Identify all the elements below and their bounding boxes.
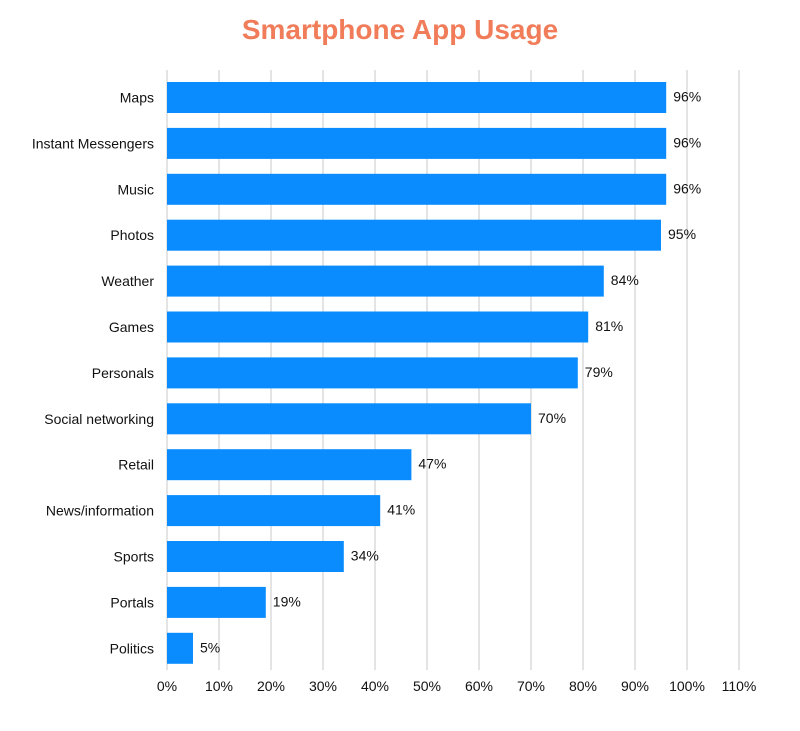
value-label: 84% <box>611 272 639 288</box>
bar <box>167 495 381 527</box>
bar <box>167 449 412 481</box>
category-label: Games <box>109 319 154 335</box>
value-labels: 96% 96% 96% 95% 84% 81% 79% 70% 47% 41% 34% 19% 5% <box>200 89 701 656</box>
value-label: 34% <box>351 548 379 564</box>
x-tick-label: 10% <box>205 678 233 694</box>
value-label: 47% <box>418 456 446 472</box>
value-label: 96% <box>673 134 701 150</box>
bar <box>167 357 578 389</box>
x-tick-label: 30% <box>309 678 337 694</box>
bars <box>167 82 667 664</box>
bar <box>167 586 266 618</box>
x-tick-label: 40% <box>361 678 389 694</box>
bar <box>167 219 661 251</box>
category-label: Retail <box>118 457 154 473</box>
x-tick-label: 20% <box>257 678 285 694</box>
x-tick-label: 50% <box>413 678 441 694</box>
category-label: Instant Messengers <box>32 135 154 151</box>
x-tick-label: 60% <box>465 678 493 694</box>
category-label: Personals <box>92 365 154 381</box>
x-tick-label: 80% <box>569 678 597 694</box>
value-label: 70% <box>538 410 566 426</box>
category-label: Music <box>117 181 154 197</box>
category-label: Photos <box>110 227 154 243</box>
x-tick-label: 0% <box>157 678 177 694</box>
category-label: Portals <box>110 594 154 610</box>
category-label: Sports <box>114 549 154 565</box>
category-label: Social networking <box>44 411 154 427</box>
category-labels: Maps Instant Messengers Music Photos Weather… <box>32 90 154 657</box>
x-tick-label: 110% <box>722 678 757 694</box>
x-tick-label: 100% <box>669 678 705 694</box>
value-label: 19% <box>273 593 301 609</box>
category-label: News/information <box>46 503 154 519</box>
x-tick-label: 90% <box>621 678 649 694</box>
x-tick-label: 70% <box>517 678 545 694</box>
bar <box>167 403 531 435</box>
category-label: Maps <box>120 90 154 106</box>
bar <box>167 173 667 205</box>
category-label: Politics <box>110 640 154 656</box>
value-label: 81% <box>595 318 623 334</box>
value-label: 79% <box>585 364 613 380</box>
x-axis-ticks: 0% 10% 20% 30% 40% 50% 60% 70% 80% 90% 100% 110% <box>157 678 757 694</box>
bar <box>167 311 589 343</box>
bar <box>167 541 344 572</box>
bar <box>167 127 667 159</box>
value-label: 5% <box>200 639 220 655</box>
value-label: 95% <box>668 226 696 242</box>
value-label: 96% <box>673 89 701 105</box>
bar <box>167 265 604 297</box>
chart-title: Smartphone App Usage <box>241 14 559 45</box>
category-label: Weather <box>101 273 154 289</box>
value-label: 96% <box>673 180 701 196</box>
bar <box>167 82 667 113</box>
bar <box>167 632 193 664</box>
value-label: 41% <box>387 502 415 518</box>
